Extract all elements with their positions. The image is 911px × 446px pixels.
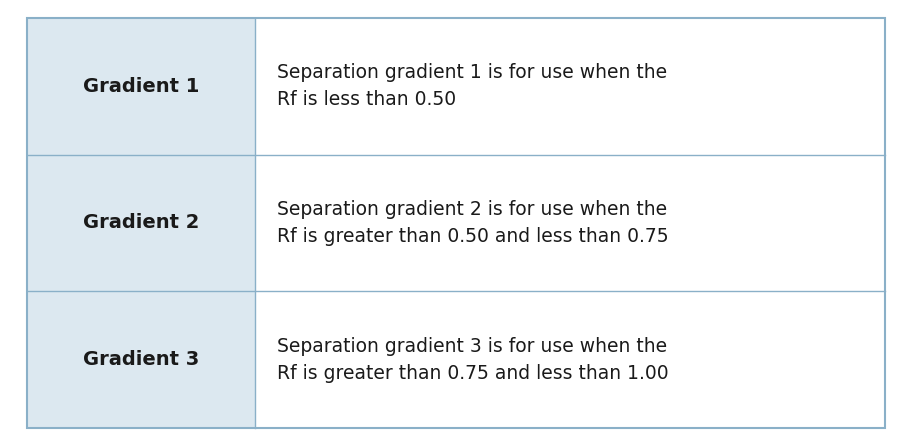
Text: Separation gradient 3 is for use when the
Rf is greater than 0.75 and less than : Separation gradient 3 is for use when th…: [277, 337, 669, 383]
Bar: [254, 155, 884, 291]
Bar: [254, 18, 884, 155]
Bar: [254, 291, 884, 428]
Bar: [27, 155, 254, 291]
Text: Gradient 1: Gradient 1: [83, 77, 199, 96]
Text: Separation gradient 2 is for use when the
Rf is greater than 0.50 and less than : Separation gradient 2 is for use when th…: [277, 200, 669, 246]
Text: Gradient 3: Gradient 3: [83, 350, 199, 369]
Text: Separation gradient 1 is for use when the
Rf is less than 0.50: Separation gradient 1 is for use when th…: [277, 63, 667, 109]
Text: Gradient 2: Gradient 2: [83, 214, 199, 232]
Bar: [27, 291, 254, 428]
Bar: [27, 18, 254, 155]
